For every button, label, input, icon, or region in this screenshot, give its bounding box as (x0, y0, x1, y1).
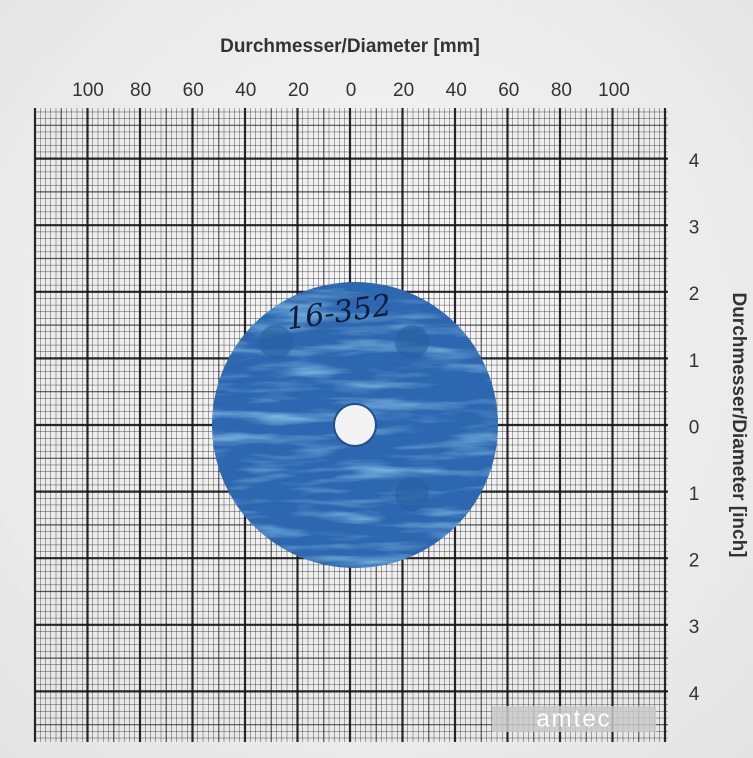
watermark-box (492, 706, 656, 732)
top-scale-label: 80 (130, 80, 151, 101)
top-scale-label: 40 (235, 80, 256, 101)
gasket: 16-352 (212, 282, 498, 568)
top-scale-label: 20 (288, 80, 309, 101)
bolt-mark (259, 325, 293, 359)
top-scale-label: 60 (498, 80, 519, 101)
right-scale-label: 1 (689, 484, 700, 505)
right-scale-label: 3 (689, 218, 700, 239)
right-scale-label: 4 (689, 684, 700, 705)
bolt-mark (395, 325, 429, 359)
top-axis-title: Durchmesser/Diameter [mm] (220, 36, 480, 57)
right-scale-label: 3 (689, 617, 700, 638)
top-scale-label: 100 (72, 80, 104, 101)
top-scale-label: 100 (598, 80, 630, 101)
bolt-mark (395, 477, 429, 511)
right-axis-title: Durchmesser/Diameter [inch] (728, 292, 749, 557)
right-scale-label: 1 (689, 351, 700, 372)
right-scale-label: 2 (689, 284, 700, 305)
watermark: amtec (536, 705, 611, 732)
center-hole (333, 403, 377, 447)
top-scale: 100 80 60 40 20 0 20 40 60 80 100 (72, 80, 630, 101)
top-scale-label: 80 (551, 80, 572, 101)
top-scale-label: 20 (393, 80, 414, 101)
right-scale: 4 3 2 1 0 1 2 3 4 (689, 151, 700, 705)
top-scale-label: 60 (183, 80, 204, 101)
top-scale-label: 40 (446, 80, 467, 101)
right-scale-label: 2 (689, 551, 700, 572)
right-scale-label: 0 (689, 417, 700, 438)
right-scale-label: 4 (689, 151, 700, 172)
top-scale-label: 0 (346, 80, 357, 101)
